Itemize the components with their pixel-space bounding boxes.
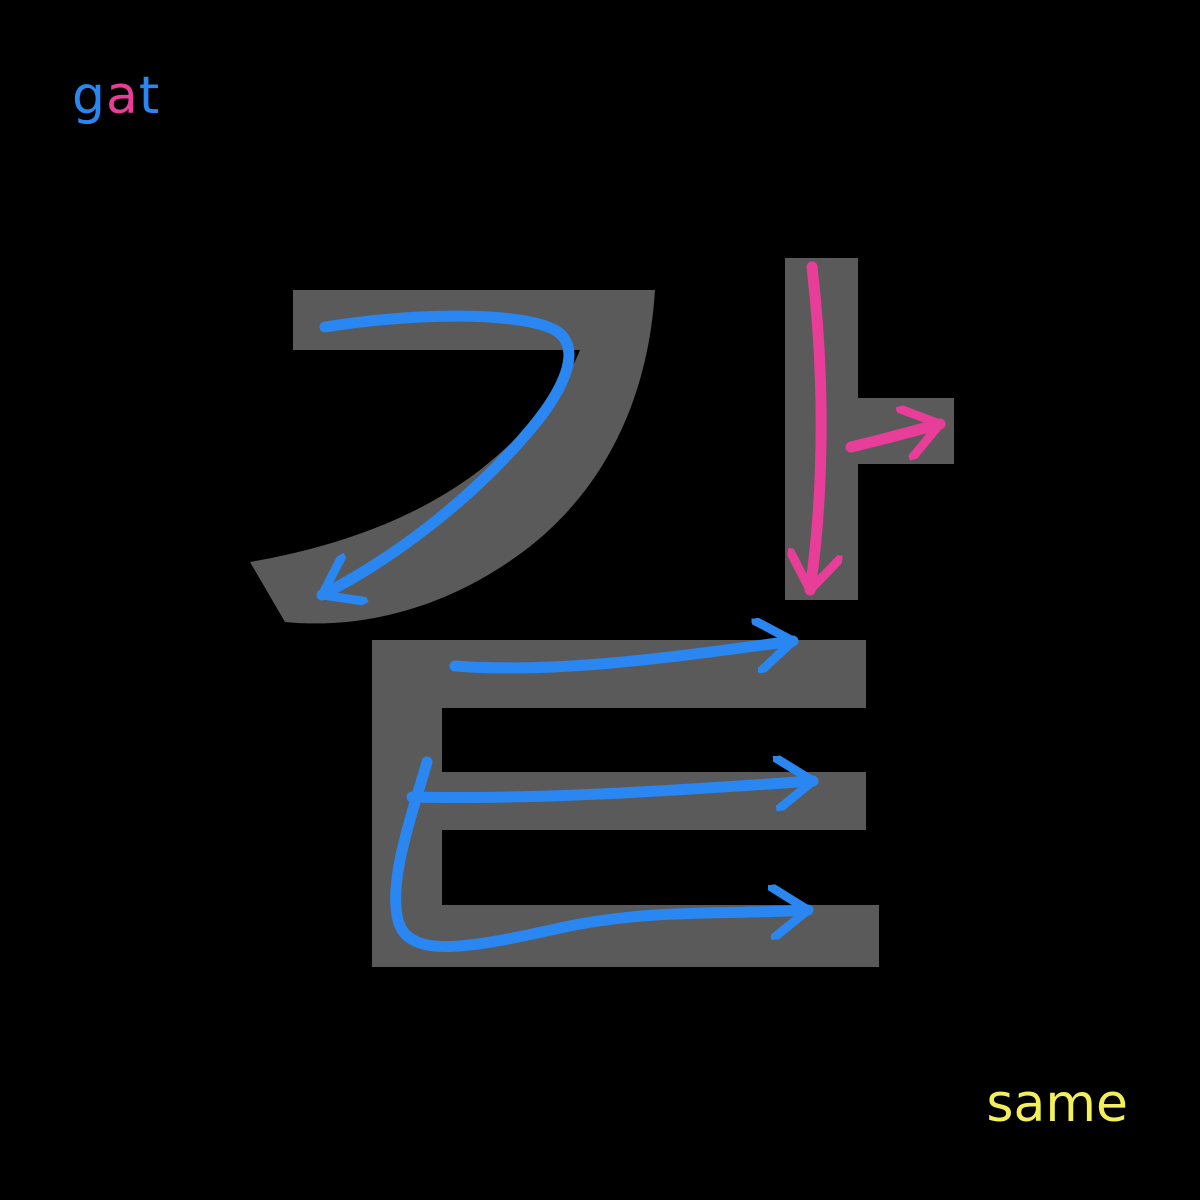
meaning-label: same: [986, 1074, 1128, 1134]
stroke-a-branch-arrow: [845, 424, 946, 447]
romanization-initial: g: [72, 66, 107, 126]
romanization-vowel: a: [106, 66, 139, 126]
glyph-giyeok: [250, 290, 655, 624]
romanization-final: t: [138, 66, 161, 126]
stroke-tieut-middle-arrow: [406, 781, 819, 798]
stroke-tieut-bottom-arrow: [390, 756, 814, 952]
romanization-label: gat: [72, 70, 160, 122]
stroke-tieut-top-arrow: [449, 641, 799, 674]
glyph-tieut-top: [372, 640, 866, 708]
stroke-giyeok-arrow: [316, 310, 575, 595]
stroke-a-vertical-arrow: [810, 261, 821, 596]
